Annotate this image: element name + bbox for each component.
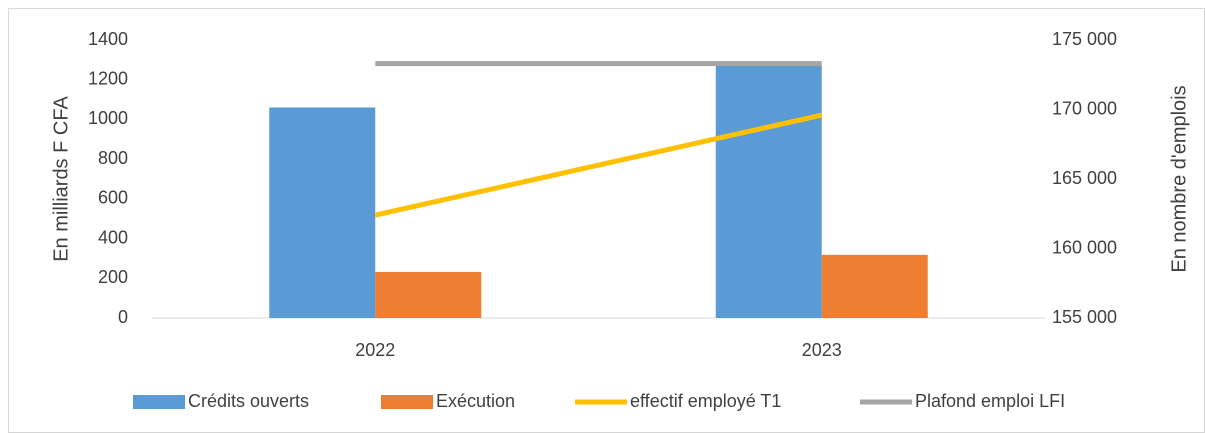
y-tick-label: 1200 — [88, 68, 128, 88]
y-tick-label: 400 — [98, 227, 128, 247]
y2-tick-label: 160 000 — [1052, 237, 1117, 257]
y-tick-label: 600 — [98, 188, 128, 208]
y2-tick-label: 155 000 — [1052, 307, 1117, 327]
legend-label: Crédits ouverts — [188, 391, 309, 411]
y2-tick-label: 170 000 — [1052, 98, 1117, 118]
legend-swatch — [133, 395, 185, 409]
line-series — [374, 112, 823, 218]
legend-label: effectif employé T1 — [630, 391, 781, 411]
chart-frame — [8, 8, 1205, 433]
bar — [821, 254, 928, 318]
y-tick-label: 1000 — [88, 108, 128, 128]
bar — [375, 271, 482, 318]
y2-tick-label: 165 000 — [1052, 168, 1117, 188]
x-tick-label: 2023 — [802, 340, 842, 360]
y-tick-label: 0 — [118, 307, 128, 327]
bar — [269, 107, 376, 318]
y2-axis-title: En nombre d'emplois — [1168, 85, 1190, 272]
bar — [715, 65, 822, 318]
y-tick-label: 800 — [98, 148, 128, 168]
y2-tick-label: 175 000 — [1052, 29, 1117, 49]
legend-label: Plafond emploi LFI — [915, 391, 1065, 411]
legend-label: Exécution — [436, 391, 515, 411]
y-tick-label: 1400 — [88, 29, 128, 49]
x-tick-label: 2022 — [355, 340, 395, 360]
y-tick-label: 200 — [98, 267, 128, 287]
legend-swatch — [381, 395, 433, 409]
y-axis-title: En milliards F CFA — [50, 96, 72, 262]
